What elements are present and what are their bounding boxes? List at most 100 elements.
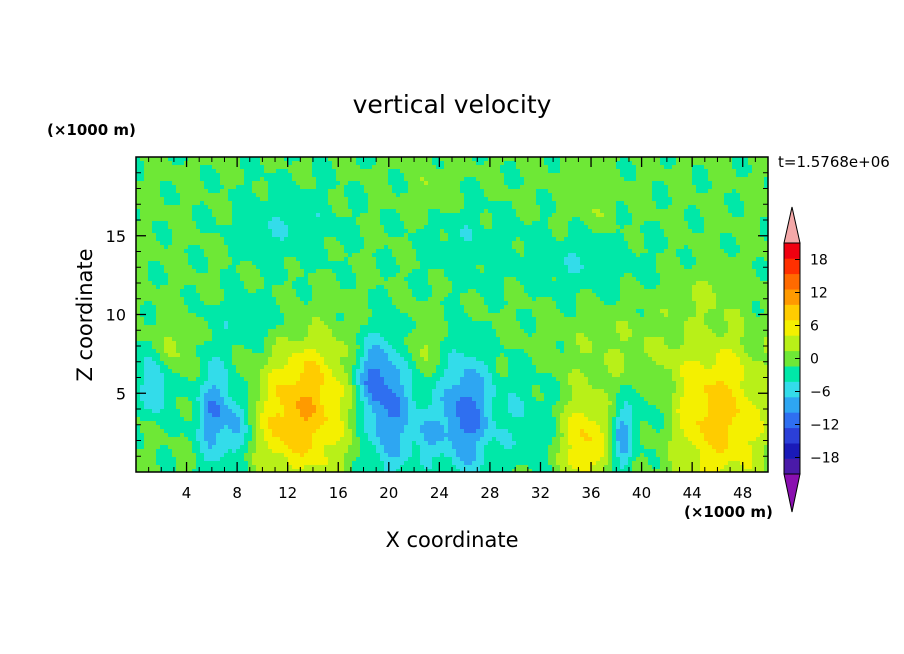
heatmap-cell — [276, 253, 281, 258]
heatmap-cell — [276, 445, 281, 450]
heatmap-cell — [252, 373, 257, 378]
heatmap-cell — [228, 317, 233, 322]
heatmap-cell — [360, 205, 365, 210]
heatmap-cell — [264, 441, 269, 446]
heatmap-cell — [212, 453, 217, 458]
heatmap-cell — [324, 225, 329, 230]
heatmap-cell — [316, 453, 321, 458]
heatmap-cell — [344, 345, 349, 350]
heatmap-cell — [212, 297, 217, 302]
heatmap-cell — [216, 317, 221, 322]
heatmap-cell — [260, 433, 265, 438]
heatmap-cell — [352, 305, 357, 310]
heatmap-cell — [176, 269, 181, 274]
heatmap-cell — [288, 465, 293, 470]
heatmap-cell — [196, 181, 201, 186]
heatmap-cell — [224, 457, 229, 462]
heatmap-cell — [212, 421, 217, 426]
heatmap-cell — [248, 369, 253, 374]
heatmap-cell — [280, 349, 285, 354]
heatmap-cell — [308, 285, 313, 290]
heatmap-cell — [140, 401, 145, 406]
heatmap-cell — [280, 181, 285, 186]
heatmap-cell — [136, 353, 141, 358]
heatmap-cell — [272, 157, 277, 162]
heatmap-cell — [244, 157, 249, 162]
heatmap-cell — [304, 397, 309, 402]
heatmap-cell — [376, 441, 381, 446]
heatmap-cell — [144, 173, 149, 178]
heatmap-cell — [292, 245, 297, 250]
heatmap-cell — [256, 157, 261, 162]
heatmap-cell — [296, 425, 301, 430]
heatmap-cell — [180, 385, 185, 390]
heatmap-cell — [248, 365, 253, 370]
heatmap-cell — [368, 345, 373, 350]
heatmap-cell — [212, 341, 217, 346]
heatmap-cell — [168, 185, 173, 190]
heatmap-cell — [144, 321, 149, 326]
heatmap-cell — [272, 165, 277, 170]
heatmap-cell — [260, 413, 265, 418]
heatmap-cell — [264, 461, 269, 466]
heatmap-cell — [252, 185, 257, 190]
heatmap-cell — [376, 213, 381, 218]
heatmap-cell — [184, 333, 189, 338]
heatmap-cell — [244, 221, 249, 226]
heatmap-cell — [140, 353, 145, 358]
heatmap-cell — [360, 273, 365, 278]
heatmap-cell — [232, 277, 237, 282]
heatmap-cell — [172, 425, 177, 430]
heatmap-cell — [148, 433, 153, 438]
heatmap-cell — [240, 193, 245, 198]
heatmap-cell — [220, 441, 225, 446]
heatmap-cell — [148, 213, 153, 218]
heatmap-cell — [232, 457, 237, 462]
heatmap-cell — [348, 165, 353, 170]
heatmap-cell — [300, 461, 305, 466]
heatmap-cell — [188, 173, 193, 178]
heatmap-cell — [140, 157, 145, 162]
heatmap-cell — [328, 245, 333, 250]
heatmap-cell — [376, 309, 381, 314]
heatmap-cell — [300, 385, 305, 390]
heatmap-cell — [360, 309, 365, 314]
heatmap-cell — [320, 209, 325, 214]
heatmap-cell — [328, 237, 333, 242]
heatmap-cell — [324, 449, 329, 454]
heatmap-cell — [192, 337, 197, 342]
heatmap-cell — [212, 253, 217, 258]
heatmap-cell — [296, 189, 301, 194]
heatmap-cell — [352, 361, 357, 366]
heatmap-cell — [236, 229, 241, 234]
heatmap-cell — [192, 197, 197, 202]
heatmap-cell — [320, 301, 325, 306]
heatmap-cell — [248, 265, 253, 270]
heatmap-cell — [272, 317, 277, 322]
heatmap-cell — [316, 197, 321, 202]
heatmap-cell — [208, 265, 213, 270]
heatmap-cell — [332, 337, 337, 342]
heatmap-cell — [208, 325, 213, 330]
heatmap-cell — [344, 225, 349, 230]
heatmap-cell — [304, 157, 309, 162]
heatmap-cell — [272, 369, 277, 374]
heatmap-cell — [208, 401, 213, 406]
heatmap-cell — [256, 405, 261, 410]
heatmap-cell — [352, 281, 357, 286]
heatmap-cell — [372, 169, 377, 174]
heatmap-cell — [368, 173, 373, 178]
heatmap-cell — [208, 389, 213, 394]
heatmap-cell — [344, 349, 349, 354]
heatmap-cell — [368, 405, 373, 410]
heatmap-cell — [144, 221, 149, 226]
heatmap-cell — [220, 185, 225, 190]
heatmap-cell — [232, 253, 237, 258]
heatmap-cell — [188, 345, 193, 350]
heatmap-cell — [192, 297, 197, 302]
heatmap-cell — [316, 449, 321, 454]
heatmap-cell — [168, 469, 173, 473]
heatmap-cell — [136, 289, 141, 294]
heatmap-cell — [156, 377, 161, 382]
heatmap-cell — [220, 437, 225, 442]
